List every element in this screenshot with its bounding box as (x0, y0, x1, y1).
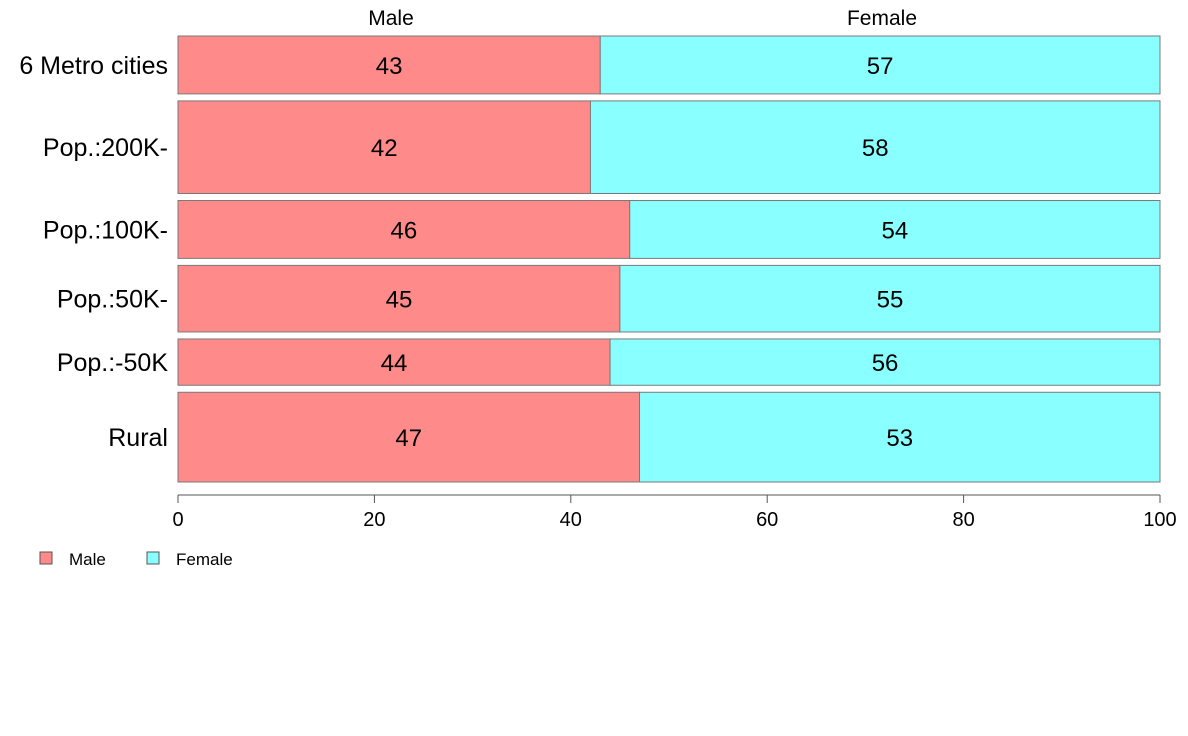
legend-swatch-male (39, 551, 53, 565)
value-label-female-rural: 53 (886, 425, 913, 452)
value-label-male-rural: 47 (395, 425, 422, 452)
value-label-male-pop-50k: 45 (386, 287, 413, 314)
value-label-male-pop-200k: 42 (371, 135, 398, 162)
x-tick-label-20: 20 (363, 509, 385, 531)
x-tick-label-0: 0 (172, 509, 183, 531)
value-label-female-pop-100k: 54 (882, 217, 909, 244)
legend-swatch-female (146, 551, 160, 565)
value-label-male-6-metro-cities: 43 (376, 53, 403, 80)
category-label-pop-200k: Pop.:200K- (43, 134, 168, 162)
x-tick-label-80: 80 (952, 509, 974, 531)
bar-male-pop-100k (177, 200, 631, 259)
bar-male-pop-50k (177, 264, 621, 333)
bar-female-6-metro-cities (599, 35, 1161, 95)
bar-male-pop-200k (177, 100, 591, 195)
bar-female-pop-200k (589, 100, 1161, 195)
value-label-female-pop-200k: 58 (862, 135, 889, 162)
legend-label-female: Female (176, 550, 233, 569)
bars-group: 6 Metro cities 43 57 Pop.:200K- 42 58 Pop.:100… (19, 35, 1161, 483)
value-label-female-pop-50k: 56 (872, 350, 899, 377)
x-tick-label-60: 60 (756, 509, 778, 531)
category-label-pop-100k: Pop.:100K- (43, 216, 168, 244)
category-label-pop-50k: Pop.:50K- (57, 286, 168, 314)
category-label-6-metro-cities: 6 Metro cities (19, 52, 168, 80)
column-header-male: Male (368, 7, 414, 30)
bar-male-6-metro-cities (177, 35, 601, 95)
category-label-pop-50k: Pop.:-50K (57, 349, 169, 377)
column-header-female: Female (847, 7, 917, 30)
bar-male-pop-50k (177, 338, 611, 386)
bar-female-pop-100k (629, 200, 1161, 259)
bar-female-pop-50k (619, 264, 1161, 333)
value-label-female-6-metro-cities: 57 (867, 53, 894, 80)
legend: Male Female (39, 550, 233, 569)
bar-female-pop-50k (609, 338, 1161, 386)
category-label-rural: Rural (108, 424, 168, 452)
legend-label-male: Male (69, 550, 106, 569)
bar-female-rural (639, 391, 1161, 483)
value-label-male-pop-100k: 46 (391, 217, 418, 244)
x-axis: 0 20 40 60 80 100 (172, 494, 1177, 531)
value-label-male-pop-50k: 44 (381, 350, 408, 377)
x-tick-label-100: 100 (1143, 509, 1176, 531)
x-tick-label-40: 40 (560, 509, 582, 531)
value-label-female-pop-50k: 55 (877, 287, 904, 314)
